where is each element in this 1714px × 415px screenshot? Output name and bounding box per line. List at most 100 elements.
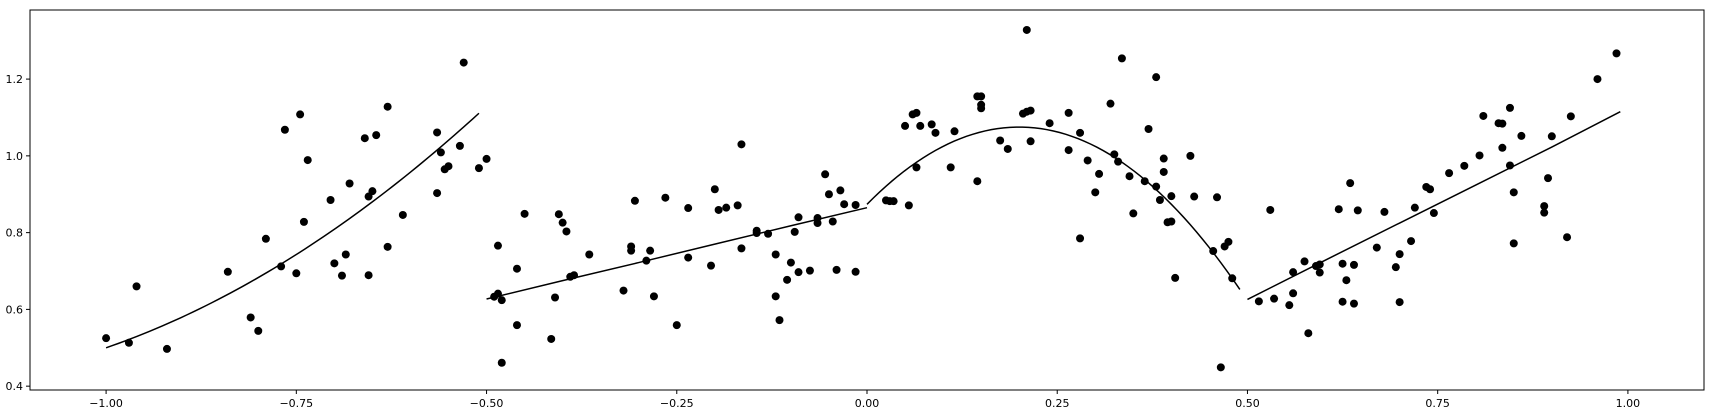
data-point — [931, 128, 940, 137]
data-point — [927, 120, 936, 129]
data-point — [912, 108, 921, 117]
data-point — [1022, 25, 1031, 34]
data-point — [661, 193, 670, 202]
data-point — [1216, 363, 1225, 372]
data-point — [360, 134, 369, 143]
data-point — [973, 177, 982, 186]
data-point — [383, 102, 392, 111]
x-tick-label: −0.75 — [279, 397, 313, 410]
data-point — [977, 100, 986, 109]
data-point — [630, 196, 639, 205]
data-point — [684, 253, 693, 262]
data-point — [337, 271, 346, 280]
data-point — [977, 92, 986, 101]
data-point — [805, 266, 814, 275]
data-point — [1498, 119, 1507, 128]
data-point — [627, 246, 636, 255]
data-point — [547, 334, 556, 343]
data-point — [345, 179, 354, 188]
data-point — [1407, 237, 1416, 246]
data-point — [512, 321, 521, 330]
data-point — [1395, 250, 1404, 259]
data-point — [1498, 143, 1507, 152]
data-point — [1349, 260, 1358, 269]
data-point — [1479, 111, 1488, 120]
data-point — [1505, 103, 1514, 112]
x-tick-label: 0.50 — [1235, 397, 1260, 410]
data-point — [558, 218, 567, 227]
fit-lines — [105, 111, 1621, 349]
data-point — [733, 201, 742, 210]
data-point — [646, 246, 655, 255]
data-point — [1064, 108, 1073, 117]
data-point — [1338, 297, 1347, 306]
data-point — [512, 264, 521, 273]
data-point — [707, 261, 716, 270]
fit-line-1 — [105, 112, 480, 349]
data-point — [1410, 203, 1419, 212]
y-tick-label: 0.6 — [6, 303, 24, 316]
data-point — [1213, 193, 1222, 202]
data-point — [341, 250, 350, 259]
data-point — [299, 217, 308, 226]
data-point — [585, 250, 594, 259]
data-point — [1144, 124, 1153, 133]
data-point — [1509, 188, 1518, 197]
data-point — [1315, 268, 1324, 277]
data-point — [1395, 298, 1404, 307]
data-point — [1342, 276, 1351, 285]
data-point — [372, 131, 381, 140]
data-point — [303, 156, 312, 165]
data-point — [889, 197, 898, 206]
data-point — [851, 267, 860, 276]
data-point — [1186, 151, 1195, 160]
data-point — [1167, 192, 1176, 201]
data-point — [904, 201, 913, 210]
data-point — [821, 170, 830, 179]
data-point — [737, 244, 746, 253]
data-point — [1593, 75, 1602, 84]
data-point — [1505, 161, 1514, 170]
data-point — [474, 164, 483, 173]
data-point — [828, 217, 837, 226]
data-point — [1171, 273, 1180, 282]
data-point — [786, 258, 795, 267]
data-point — [280, 125, 289, 134]
data-point — [996, 136, 1005, 145]
data-point — [1266, 205, 1275, 214]
data-point — [771, 292, 780, 301]
data-point — [493, 241, 502, 250]
data-point — [551, 293, 560, 302]
data-point — [1003, 144, 1012, 153]
data-point — [1091, 188, 1100, 197]
data-point — [132, 282, 141, 291]
data-point — [775, 316, 784, 325]
data-point — [672, 321, 681, 330]
x-tick-label: 1.00 — [1616, 397, 1641, 410]
data-point — [1045, 119, 1054, 128]
data-point — [824, 190, 833, 199]
data-point — [794, 213, 803, 222]
data-point — [1117, 54, 1126, 63]
data-point — [1289, 289, 1298, 298]
data-point — [1445, 169, 1454, 178]
data-point — [840, 200, 849, 209]
data-point — [398, 210, 407, 219]
data-point — [619, 286, 628, 295]
data-point — [433, 128, 442, 137]
data-point — [737, 140, 746, 149]
data-point — [851, 200, 860, 209]
data-point — [459, 58, 468, 67]
data-point — [1110, 150, 1119, 159]
data-point — [1228, 274, 1237, 283]
fit-line-2 — [486, 206, 868, 300]
data-point — [794, 268, 803, 277]
data-point — [1563, 233, 1572, 242]
data-point — [1475, 151, 1484, 160]
y-tick-label: 1.0 — [6, 150, 24, 163]
data-point — [950, 127, 959, 136]
data-point — [1460, 161, 1469, 170]
data-point — [764, 229, 773, 238]
data-point — [1152, 73, 1161, 82]
x-tick-label: 0.25 — [1045, 397, 1070, 410]
